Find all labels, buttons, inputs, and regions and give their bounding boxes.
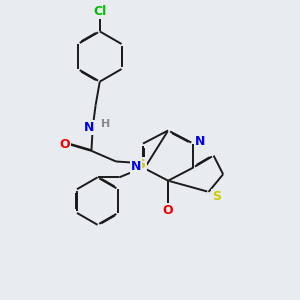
Text: N: N: [84, 121, 94, 134]
Text: S: S: [212, 190, 221, 202]
Text: N: N: [131, 160, 141, 173]
Text: S: S: [136, 158, 146, 171]
Text: O: O: [163, 204, 173, 217]
Text: Cl: Cl: [93, 4, 106, 17]
Text: H: H: [101, 119, 110, 129]
Text: N: N: [195, 135, 206, 148]
Text: O: O: [59, 138, 70, 151]
